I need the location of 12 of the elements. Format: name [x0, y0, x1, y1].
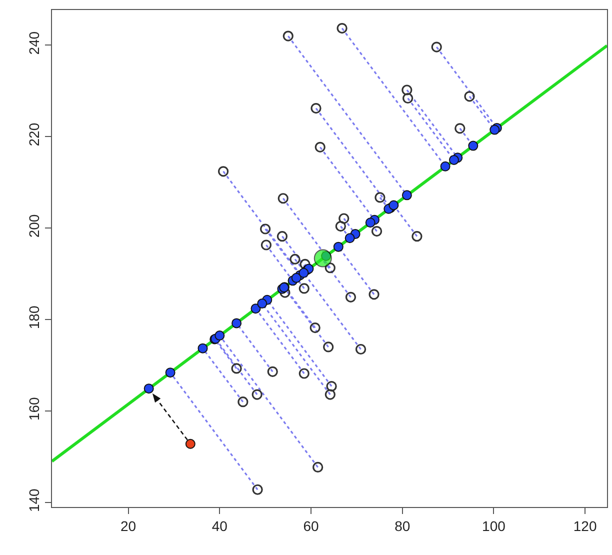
y-tick-label: 220 [26, 122, 42, 146]
x-tick-label: 20 [120, 518, 136, 534]
x-tick-label: 80 [394, 518, 410, 534]
y-tick-label: 200 [26, 214, 42, 238]
x-tick-label: 120 [573, 518, 597, 534]
x-tick-label: 100 [482, 518, 506, 534]
y-tick-label: 180 [26, 306, 42, 330]
y-tick-label: 160 [26, 396, 42, 421]
x-tick-label: 60 [303, 518, 319, 534]
y-tick-label: 240 [26, 31, 42, 55]
x-tick-label: 40 [212, 518, 228, 534]
y-tick-label: 140 [26, 488, 42, 512]
